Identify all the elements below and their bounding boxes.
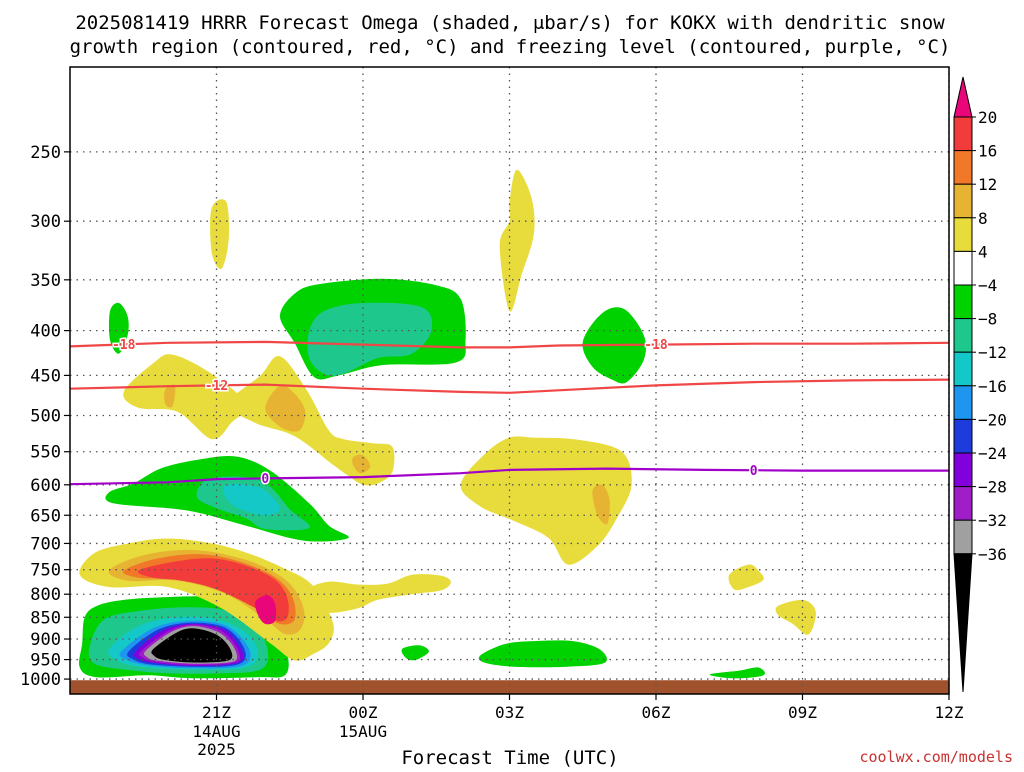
colorbar-label-9: −20	[978, 410, 1007, 429]
omega-region-16	[401, 645, 429, 661]
colorbar: 20 16 12 8 4 −4 −8 −12 −16 −20 −24 −28 −32 −36	[953, 76, 1007, 693]
ground-bar	[70, 680, 949, 694]
omega-region-23	[255, 595, 277, 625]
colorbar-label-6: −8	[978, 310, 997, 329]
contour-label-0-0: 0	[261, 472, 269, 487]
x-tick-label-12Z: 12Z	[935, 703, 964, 722]
x-tick-label-09Z: 09Z	[788, 703, 817, 722]
omega-region-33	[592, 484, 610, 525]
contour-line--18	[70, 340, 949, 349]
colorbar-label-7: −12	[978, 343, 1007, 362]
contour-label--12-0: -12	[205, 379, 228, 394]
contour-line-0	[70, 467, 949, 486]
omega-region-29	[228, 356, 395, 486]
omega-region-17	[478, 640, 607, 668]
y-tick-label-600: 600	[30, 476, 61, 496]
omega-region-25	[210, 199, 230, 270]
contour-labels: -18 -18 -12 0 0	[110, 336, 759, 488]
x-axis-label: Forecast Time (UTC)	[401, 747, 618, 768]
colorbar-bottom-tip	[953, 553, 973, 693]
omega-region-22	[137, 558, 289, 622]
y-tick-label-500: 500	[30, 406, 61, 426]
contour-label--18-0: -18	[112, 338, 136, 353]
x-tick-label-03Z: 03Z	[495, 703, 524, 722]
colorbar-label-1: 16	[978, 142, 997, 161]
chart-title-line2: growth region (contoured, red, °C) and f…	[70, 36, 951, 58]
x-date-label-14AUG: 14AUG	[192, 722, 240, 741]
colorbar-swatch-11	[953, 452, 973, 488]
colorbar-swatch-2	[953, 150, 973, 185]
y-tick-label-900: 900	[30, 630, 61, 650]
x-date-label-15AUG: 15AUG	[339, 722, 387, 741]
y-tick-label-350: 350	[30, 271, 61, 291]
colorbar-swatch-10	[953, 418, 973, 454]
colorbar-swatch-9	[953, 385, 973, 420]
x-tick-label-21Z: 21Z	[202, 703, 231, 722]
colorbar-label-4: 4	[978, 242, 988, 261]
colorbar-swatch-13	[953, 519, 973, 555]
y-tick-label-400: 400	[30, 322, 61, 342]
x-tick-label-00Z: 00Z	[349, 703, 378, 722]
y-tick-label-700: 700	[30, 534, 61, 554]
y-tick-label-750: 750	[30, 561, 61, 581]
y-tick-label-950: 950	[30, 651, 61, 671]
omega-region-26	[499, 169, 535, 312]
colorbar-swatch-8	[953, 351, 973, 387]
colorbar-label-3: 8	[978, 209, 988, 228]
y-tick-label-800: 800	[30, 585, 61, 605]
omega-region-35	[775, 599, 816, 635]
colorbar-label-12: −32	[978, 511, 1007, 530]
colorbar-label-11: −28	[978, 478, 1007, 497]
omega-region-24	[308, 574, 451, 613]
colorbar-label-10: −24	[978, 444, 1007, 463]
omega-region-18	[709, 667, 765, 679]
omega-region-13	[307, 302, 433, 376]
colorbar-swatch-6	[953, 284, 973, 320]
colorbar-top-tip	[953, 76, 973, 118]
ground-strip	[70, 680, 949, 694]
colorbar-label-5: −4	[978, 276, 997, 295]
y-tick-label-650: 650	[30, 506, 61, 526]
y-tick-label-250: 250	[30, 143, 61, 163]
chart-title-line1: 2025081419 HRRR Forecast Omega (shaded, …	[75, 12, 945, 34]
omega-region-28	[164, 384, 176, 408]
contour-line--12	[70, 378, 949, 394]
colorbar-swatch-3	[953, 183, 973, 219]
contour-label-0-1: 0	[750, 464, 758, 479]
omega-region-34	[728, 564, 764, 591]
omega-region-31	[352, 454, 371, 474]
colorbar-swatch-7	[953, 318, 973, 353]
colorbar-label-13: −36	[978, 545, 1007, 564]
colorbar-label-8: −16	[978, 377, 1007, 396]
y-tick-label-300: 300	[30, 212, 61, 232]
y-tick-label-1000: 1000	[20, 670, 61, 690]
y-tick-label-850: 850	[30, 608, 61, 628]
y-tick-label-450: 450	[30, 366, 61, 386]
omega-region-11	[223, 484, 281, 516]
x-year-label-2025: 2025	[197, 740, 236, 759]
omega-region-14	[108, 302, 129, 354]
colorbar-label-2: 12	[978, 175, 997, 194]
y-tick-label-550: 550	[30, 443, 61, 463]
omega-region-27	[123, 354, 247, 440]
credit-text: coolwx.com/models	[859, 748, 1013, 766]
omega-region-30	[265, 385, 306, 432]
colorbar-swatch-5	[953, 250, 973, 286]
omega-shading	[79, 169, 816, 679]
y-axis: 2503003504004505005506006507007508008509…	[20, 143, 70, 690]
x-tick-label-06Z: 06Z	[642, 703, 671, 722]
omega-region-8	[151, 628, 233, 663]
colorbar-label-0: 20	[978, 108, 997, 127]
colorbar-swatch-12	[953, 486, 973, 521]
colorbar-swatch-1	[953, 116, 973, 152]
contour-label--18-1: -18	[644, 338, 668, 353]
temperature-contours	[70, 340, 949, 486]
colorbar-swatch-4	[953, 217, 973, 252]
